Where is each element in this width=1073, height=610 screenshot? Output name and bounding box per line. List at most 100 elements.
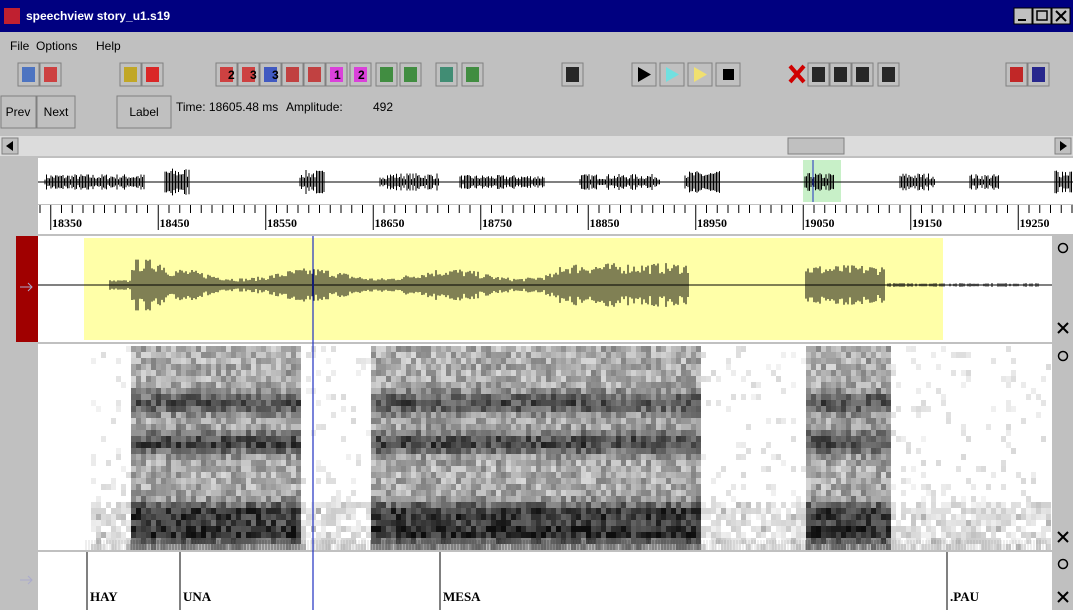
spectrogram-cell xyxy=(406,352,411,358)
spectrogram-cell xyxy=(291,460,296,466)
minimize-button[interactable] xyxy=(1014,8,1032,24)
spectrogram-cell xyxy=(406,382,411,388)
spectrogram-cell xyxy=(666,376,671,382)
spectrogram-cell xyxy=(696,394,701,400)
spectrogram-cell xyxy=(431,478,436,484)
spectrogram-cell xyxy=(601,424,606,430)
spectrogram-cell xyxy=(731,370,736,376)
scroll-thumb[interactable] xyxy=(788,138,844,154)
spectrogram-cell xyxy=(266,418,271,424)
spectrogram-cell xyxy=(531,388,536,394)
spectrogram-cell xyxy=(221,370,226,376)
spectrogram-cell xyxy=(511,532,516,538)
spectrogram-cell xyxy=(596,472,601,478)
spectrogram-cell xyxy=(481,472,486,478)
spectrogram-cell xyxy=(671,358,676,364)
spectrogram-cell xyxy=(281,490,286,496)
spectrogram-cell xyxy=(396,496,401,502)
spectrogram-cell xyxy=(436,376,441,382)
spectrogram-cell xyxy=(546,406,551,412)
menu-item[interactable]: Options xyxy=(36,39,77,53)
spectrogram-cell xyxy=(746,502,751,508)
spectrogram-cell xyxy=(146,478,151,484)
spectrogram-cell xyxy=(511,490,516,496)
spectrogram-cell xyxy=(491,364,496,370)
spectrogram-cell xyxy=(436,352,441,358)
spectrogram-cell xyxy=(811,502,816,508)
spectrogram-cell xyxy=(631,508,636,514)
spectrogram-cell xyxy=(476,484,481,490)
spectrogram-cell xyxy=(596,514,601,520)
spectrogram-cell xyxy=(456,430,461,436)
spectrogram-cell xyxy=(531,394,536,400)
spectrogram-cell xyxy=(96,514,101,520)
spectrogram-cell xyxy=(836,388,841,394)
spectrogram-cell xyxy=(371,370,376,376)
spectrogram-cell xyxy=(691,406,696,412)
spectrogram-cell xyxy=(476,478,481,484)
spectrogram-cell xyxy=(556,478,561,484)
spectrogram-cell xyxy=(736,526,741,532)
spectrogram-cell xyxy=(716,514,721,520)
spectrogram-cell xyxy=(146,514,151,520)
spectrogram-cell xyxy=(631,472,636,478)
spectrogram-cell xyxy=(241,520,246,526)
window-controls[interactable] xyxy=(1014,8,1070,24)
spectrogram-cell xyxy=(196,388,201,394)
spectrogram-cell xyxy=(526,352,531,358)
spectrogram-cell xyxy=(256,526,261,532)
spectrogram-cell xyxy=(571,442,576,448)
spectrogram-cell xyxy=(476,406,481,412)
spectrogram-cell xyxy=(516,508,521,514)
spectrogram-cell xyxy=(431,352,436,358)
spectrogram-cell xyxy=(336,508,341,514)
spectrogram-cell xyxy=(381,520,386,526)
spectrogram-cell xyxy=(361,358,366,364)
spectrogram-cell xyxy=(506,364,511,370)
spectrogram-cell xyxy=(606,472,611,478)
spectrogram-cell xyxy=(266,508,271,514)
spectrogram-cell xyxy=(656,346,661,352)
menu-item[interactable]: Help xyxy=(96,39,121,53)
spectrogram-cell xyxy=(661,472,666,478)
spectrogram-cell xyxy=(526,436,531,442)
spectrogram-cell xyxy=(631,502,636,508)
spectrogram-cell xyxy=(571,490,576,496)
spectrogram-cell xyxy=(791,382,796,388)
spectrogram-cell xyxy=(546,478,551,484)
spectrogram-cell xyxy=(491,388,496,394)
spectrogram-cell xyxy=(196,394,201,400)
spectrogram-cell xyxy=(656,442,661,448)
spectrogram-cell xyxy=(491,406,496,412)
spectrogram-cell xyxy=(821,400,826,406)
spectrogram-cell xyxy=(271,424,276,430)
spectrogram-cell xyxy=(281,346,286,352)
spectrogram-cell xyxy=(526,406,531,412)
spectrogram-cell xyxy=(146,364,151,370)
menu-item[interactable]: File xyxy=(10,39,30,53)
spectrogram-cell xyxy=(371,400,376,406)
spectrogram-cell xyxy=(441,496,446,502)
spectrogram-cell xyxy=(146,346,151,352)
spectrogram-cell xyxy=(556,346,561,352)
spectrogram-cell xyxy=(546,454,551,460)
spectrogram-cell xyxy=(191,466,196,472)
spectrogram-cell xyxy=(136,478,141,484)
spectrogram-cell xyxy=(181,508,186,514)
spectrogram-cell xyxy=(781,388,786,394)
spectrogram-cell xyxy=(481,442,486,448)
spectrogram-cell xyxy=(636,406,641,412)
spectrogram-cell xyxy=(816,436,821,442)
spectrogram-cell xyxy=(471,448,476,454)
scrollbar[interactable] xyxy=(0,136,1073,156)
spectrogram-cell xyxy=(546,466,551,472)
spectrogram-cell xyxy=(591,424,596,430)
spectrogram-cell xyxy=(626,412,631,418)
spectrogram-cell xyxy=(626,466,631,472)
spectrogram-cell xyxy=(546,532,551,538)
spectrogram-cell xyxy=(811,358,816,364)
spectrogram-cell xyxy=(256,502,261,508)
spectrogram-cell xyxy=(431,484,436,490)
spectrogram-cell xyxy=(641,352,646,358)
spectrogram-cell xyxy=(281,424,286,430)
